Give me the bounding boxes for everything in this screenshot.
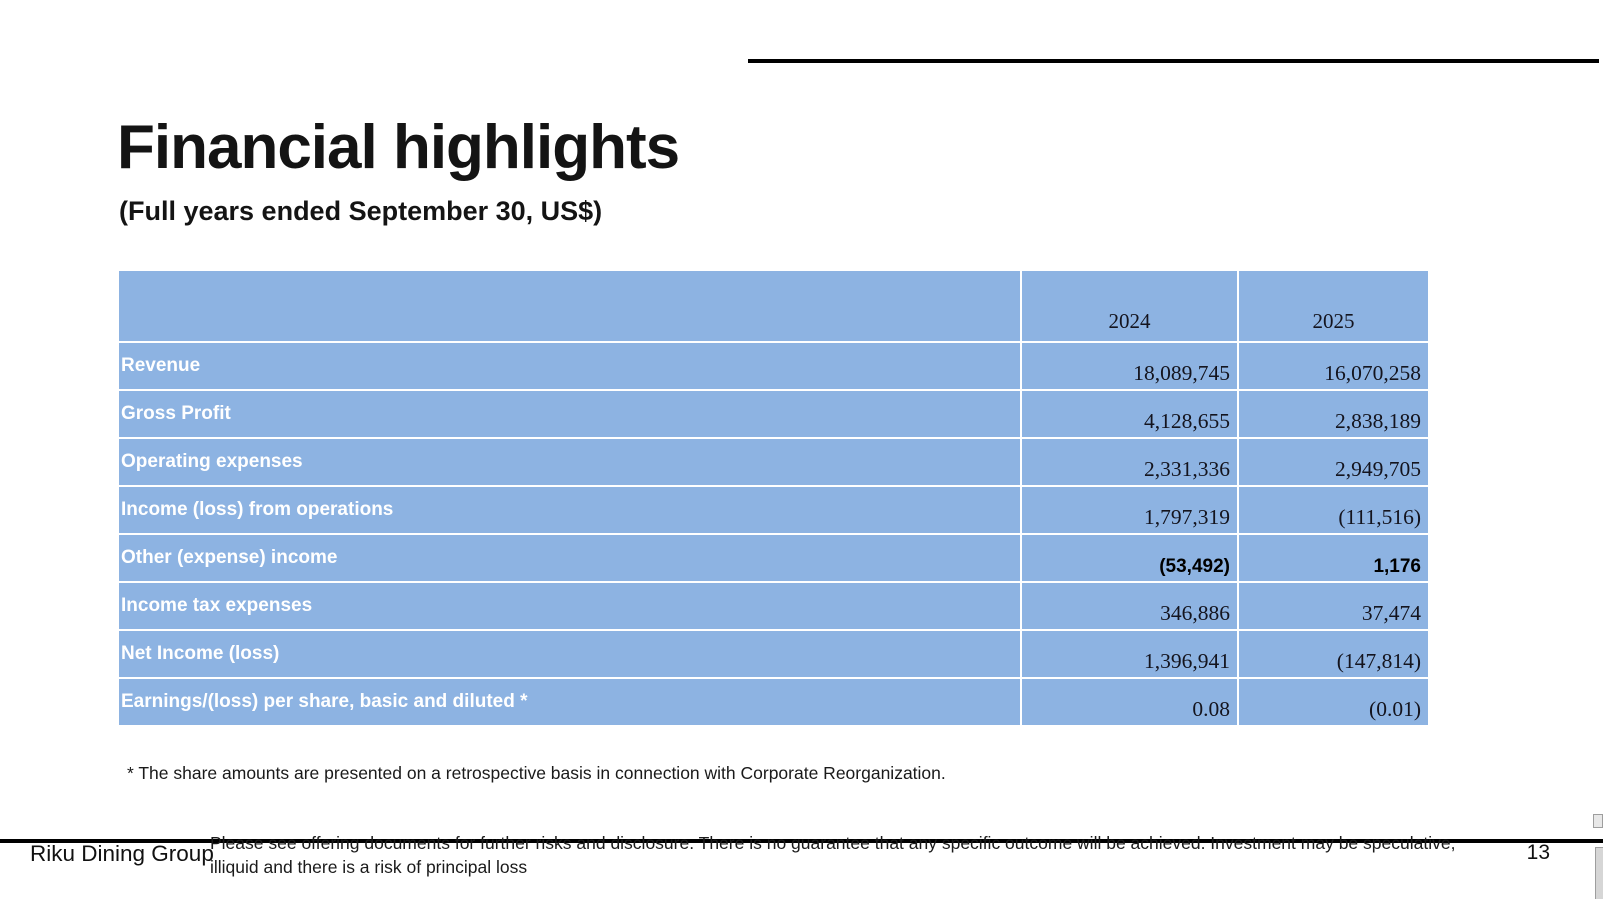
brand-name: Riku Dining Group — [30, 841, 214, 866]
row-label: Income (loss) from operations — [117, 485, 1022, 535]
page-subtitle: (Full years ended September 30, US$) — [119, 196, 603, 226]
table-row: Net Income (loss) 1,396,941 (147,814) — [117, 629, 1430, 679]
row-label: Earnings/(loss) per share, basic and dil… — [117, 677, 1022, 727]
row-label: Other (expense) income — [117, 533, 1022, 583]
table-row: Income tax expenses 346,886 37,474 — [117, 581, 1430, 631]
row-value-2025: (147,814) — [1237, 629, 1430, 679]
page-title: Financial highlights — [117, 113, 680, 182]
row-label: Net Income (loss) — [117, 629, 1022, 679]
table-header-row: 2024 2025 — [117, 269, 1430, 343]
row-label: Operating expenses — [117, 437, 1022, 487]
row-label: Revenue — [117, 341, 1022, 391]
row-value-2025: (111,516) — [1237, 485, 1430, 535]
row-value-2024: 1,396,941 — [1020, 629, 1239, 679]
row-value-2025: 1,176 — [1237, 533, 1430, 583]
table-row: Income (loss) from operations 1,797,319 … — [117, 485, 1430, 535]
row-value-2024: 18,089,745 — [1020, 341, 1239, 391]
table-row: Other (expense) income (53,492) 1,176 — [117, 533, 1430, 583]
row-value-2025: (0.01) — [1237, 677, 1430, 727]
row-value-2025: 37,474 — [1237, 581, 1430, 631]
top-divider-line — [748, 59, 1599, 63]
row-value-2024: (53,492) — [1020, 533, 1239, 583]
table-header-year-2024: 2024 — [1020, 269, 1239, 343]
footnote: * The share amounts are presented on a r… — [127, 763, 946, 783]
table-row: Earnings/(loss) per share, basic and dil… — [117, 677, 1430, 727]
table-header-year-2025: 2025 — [1237, 269, 1430, 343]
row-value-2024: 346,886 — [1020, 581, 1239, 631]
table-header-empty-cell — [117, 269, 1022, 343]
footer-disclaimer: Please see offering documents for furthe… — [210, 831, 1500, 879]
table-row: Gross Profit 4,128,655 2,838,189 — [117, 389, 1430, 439]
page-number: 13 — [1526, 841, 1550, 864]
footer-divider-line — [0, 839, 1603, 843]
row-value-2025: 16,070,258 — [1237, 341, 1430, 391]
row-label: Income tax expenses — [117, 581, 1022, 631]
row-value-2025: 2,838,189 — [1237, 389, 1430, 439]
scrollbar-fragment-bottom[interactable] — [1595, 847, 1603, 899]
table-row: Operating expenses 2,331,336 2,949,705 — [117, 437, 1430, 487]
disclaimer-line-2: illiquid and there is a risk of principa… — [210, 857, 528, 877]
row-value-2024: 2,331,336 — [1020, 437, 1239, 487]
row-value-2025: 2,949,705 — [1237, 437, 1430, 487]
row-value-2024: 4,128,655 — [1020, 389, 1239, 439]
scrollbar-fragment-top[interactable] — [1593, 814, 1603, 828]
row-value-2024: 0.08 — [1020, 677, 1239, 727]
row-value-2024: 1,797,319 — [1020, 485, 1239, 535]
disclaimer-line-1: Please see offering documents for furthe… — [210, 833, 1456, 853]
row-label: Gross Profit — [117, 389, 1022, 439]
financial-highlights-table: 2024 2025 Revenue 18,089,745 16,070,258 … — [117, 269, 1430, 727]
table-row: Revenue 18,089,745 16,070,258 — [117, 341, 1430, 391]
